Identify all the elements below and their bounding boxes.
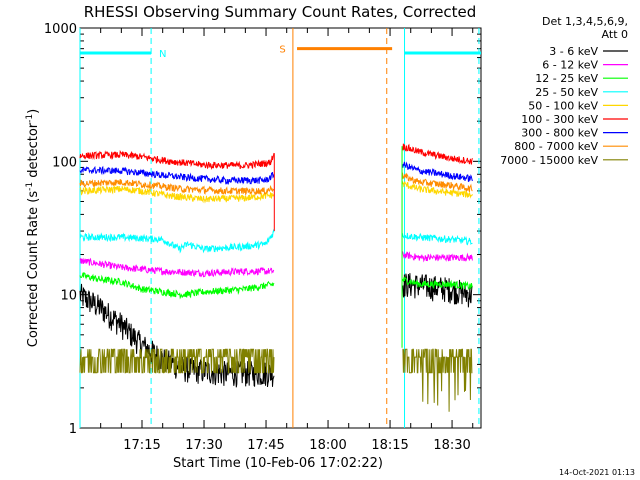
x-tick-label: 17:45 xyxy=(247,438,284,453)
flag-label-N: N xyxy=(159,49,166,60)
legend-entry-label: 7000 - 15000 keV xyxy=(500,154,598,167)
y-tick-label: 10 xyxy=(60,289,77,304)
legend-header-line1: Det 1,3,4,5,6,9, xyxy=(542,15,628,28)
footer-date: 14-Oct-2021 01:13 xyxy=(559,468,635,477)
y-tick-label: 1000 xyxy=(44,22,77,37)
legend-entry-label: 800 - 7000 keV xyxy=(514,140,598,153)
y-tick-label: 100 xyxy=(52,155,77,170)
y-axis-label: Corrected Count Rate (s-1 detector-1) xyxy=(25,109,41,347)
chart-title: RHESSI Observing Summary Count Rates, Co… xyxy=(84,3,477,21)
x-tick-label: 18:00 xyxy=(309,438,346,453)
x-tick-label: 17:30 xyxy=(185,438,222,453)
series-line xyxy=(402,273,473,308)
series-line xyxy=(402,161,473,183)
axis-ticks: 1 10 100 1000 17:15 17:30 17:45 18:00 18:15 18:30 xyxy=(44,22,481,453)
legend-entry-label: 3 - 6 keV xyxy=(549,45,598,58)
legend-entry-label: 12 - 25 keV xyxy=(535,72,598,85)
legend-entry-label: 6 - 12 keV xyxy=(542,59,598,72)
series-line xyxy=(402,181,473,199)
legend-entry-label: 25 - 50 keV xyxy=(535,86,598,99)
series-line xyxy=(79,257,275,278)
legend-entry-label: 50 - 100 keV xyxy=(528,99,598,112)
series-lines xyxy=(79,143,473,412)
x-tick-label: 18:15 xyxy=(371,438,408,453)
legend-entry-label: 100 - 300 keV xyxy=(521,113,598,126)
series-line xyxy=(402,232,473,246)
series-line xyxy=(79,348,275,374)
series-line xyxy=(79,149,275,170)
series-line xyxy=(402,276,473,291)
series-line xyxy=(402,172,473,193)
series-line xyxy=(79,228,275,254)
series-line xyxy=(79,271,275,300)
series-line xyxy=(79,178,275,197)
flag-label-S: S xyxy=(279,45,285,56)
series-line xyxy=(79,283,275,388)
x-tick-label: 18:30 xyxy=(433,438,470,453)
series-line xyxy=(402,348,473,412)
series-line xyxy=(79,165,275,185)
series-line xyxy=(79,184,275,204)
legend-entry-label: 300 - 800 keV xyxy=(521,127,598,140)
y-tick-label: 1 xyxy=(69,422,77,437)
series-line xyxy=(402,143,473,165)
x-tick-label: 17:15 xyxy=(123,438,160,453)
legend-header-line2: Att 0 xyxy=(602,28,628,41)
x-axis-label: Start Time (10-Feb-06 17:02:22) xyxy=(173,456,383,471)
series-line xyxy=(402,251,473,263)
